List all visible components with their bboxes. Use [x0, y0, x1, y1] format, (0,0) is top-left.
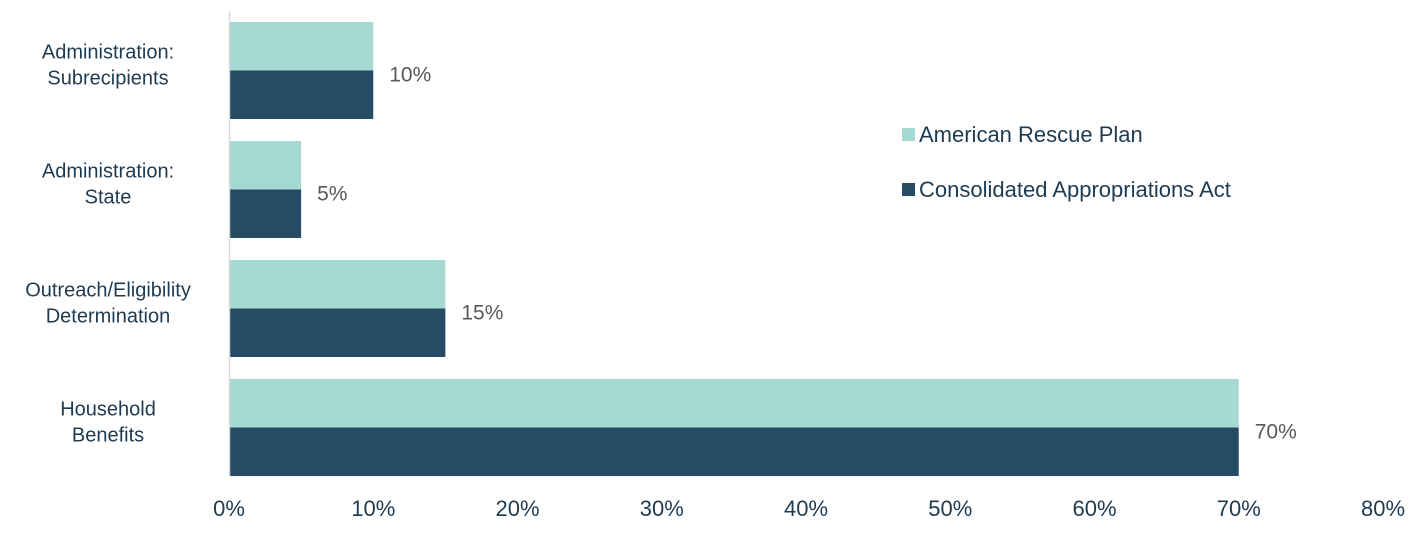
data-labels-layer: 10% 5% 15% 70%: [317, 64, 1297, 444]
bar-series-2-cat-3: [229, 308, 446, 357]
category-label-line: Benefits: [72, 425, 144, 447]
bar-series-2-cat-2: [229, 189, 302, 238]
legend-swatch-1: [902, 128, 915, 141]
data-label-cat-4: 70%: [1255, 421, 1297, 444]
category-label-2: Administration: State: [42, 161, 174, 209]
data-label-cat-3: 15%: [461, 302, 503, 325]
legend-swatch-2: [902, 183, 915, 196]
x-tick-label-50: 50%: [928, 496, 972, 521]
x-tick-label-10: 10%: [351, 496, 395, 521]
category-label-line: Determination: [46, 306, 171, 328]
bar-series-2-cat-1: [229, 70, 374, 119]
x-tick-label-70: 70%: [1217, 496, 1261, 521]
x-axis-ticks-layer: 0% 10% 20% 30% 40% 50% 60% 70% 80%: [213, 496, 1405, 521]
x-tick-label-20: 20%: [495, 496, 539, 521]
category-label-line: Outreach/Eligibility: [25, 280, 191, 302]
x-tick-label-30: 30%: [640, 496, 684, 521]
bar-series-2-cat-4: [229, 427, 1239, 476]
bars-layer: [229, 22, 1239, 476]
category-label-line: State: [85, 187, 132, 209]
category-labels-layer: Administration: SubrecipientsAdministrati…: [25, 42, 191, 447]
category-label-line: Household: [60, 399, 156, 421]
category-label-1: Administration: Subrecipients: [42, 42, 174, 90]
data-label-cat-1: 10%: [389, 64, 431, 87]
legend-label-2: Consolidated Appropriations Act: [919, 177, 1231, 202]
category-label-line: Administration:: [42, 42, 174, 64]
bar-series-1-cat-1: [229, 22, 374, 71]
bar-series-1-cat-3: [229, 260, 446, 309]
legend-label-1: American Rescue Plan: [919, 122, 1143, 147]
category-label-line: Administration:: [42, 161, 174, 183]
x-tick-label-80: 80%: [1361, 496, 1405, 521]
legend: American Rescue Plan Consolidated Appropr…: [902, 122, 1231, 202]
category-label-4: Household Benefits: [60, 399, 156, 447]
category-label-3: Outreach/Eligibility Determination: [25, 280, 191, 328]
category-label-line: Subrecipients: [47, 68, 168, 90]
x-tick-label-0: 0%: [213, 496, 245, 521]
bar-series-1-cat-4: [229, 379, 1239, 428]
data-label-cat-2: 5%: [317, 183, 347, 206]
x-tick-label-60: 60%: [1072, 496, 1116, 521]
bar-series-1-cat-2: [229, 141, 302, 190]
x-tick-label-40: 40%: [784, 496, 828, 521]
